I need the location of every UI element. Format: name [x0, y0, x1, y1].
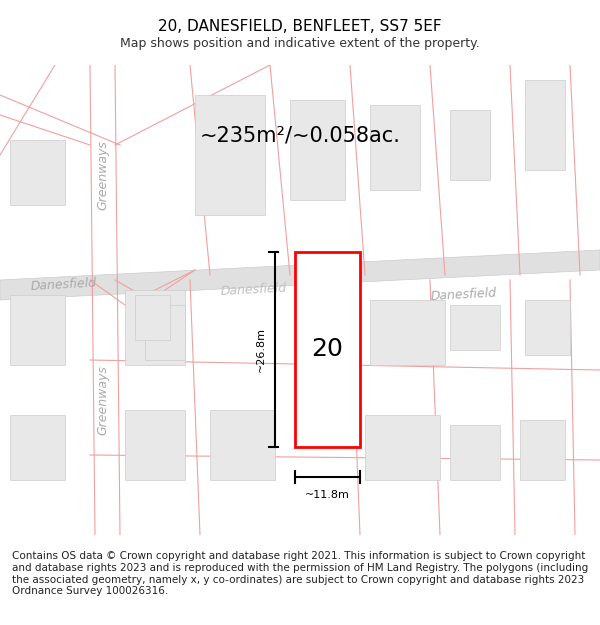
Text: 20, DANESFIELD, BENFLEET, SS7 5EF: 20, DANESFIELD, BENFLEET, SS7 5EF	[158, 19, 442, 34]
Bar	[290, 100, 345, 200]
Bar	[525, 300, 570, 355]
Bar	[365, 415, 440, 480]
Bar	[10, 140, 65, 205]
Bar	[145, 305, 185, 360]
Bar	[195, 95, 265, 215]
Text: Greenways: Greenways	[97, 140, 110, 210]
Bar	[135, 295, 170, 340]
Text: ~235m²/~0.058ac.: ~235m²/~0.058ac.	[200, 125, 400, 145]
Text: Danesfield: Danesfield	[30, 277, 97, 293]
Text: Danesfield: Danesfield	[220, 282, 287, 298]
Bar	[370, 300, 445, 365]
Text: Danesfield: Danesfield	[430, 287, 497, 303]
Text: Contains OS data © Crown copyright and database right 2021. This information is : Contains OS data © Crown copyright and d…	[12, 551, 588, 596]
Bar	[370, 105, 420, 190]
Bar	[295, 252, 360, 447]
Bar	[450, 305, 500, 350]
Bar	[450, 110, 490, 180]
Bar	[450, 425, 500, 480]
Text: ~26.8m: ~26.8m	[256, 327, 266, 372]
Polygon shape	[0, 250, 600, 300]
Text: Map shows position and indicative extent of the property.: Map shows position and indicative extent…	[120, 38, 480, 50]
Bar	[210, 410, 275, 480]
Text: 20: 20	[311, 338, 343, 361]
Bar	[10, 295, 65, 365]
Text: Greenways: Greenways	[97, 365, 110, 435]
Bar	[10, 415, 65, 480]
Text: ~11.8m: ~11.8m	[305, 490, 350, 500]
Bar	[125, 410, 185, 480]
Bar	[125, 290, 185, 365]
Bar	[520, 420, 565, 480]
Bar	[525, 80, 565, 170]
